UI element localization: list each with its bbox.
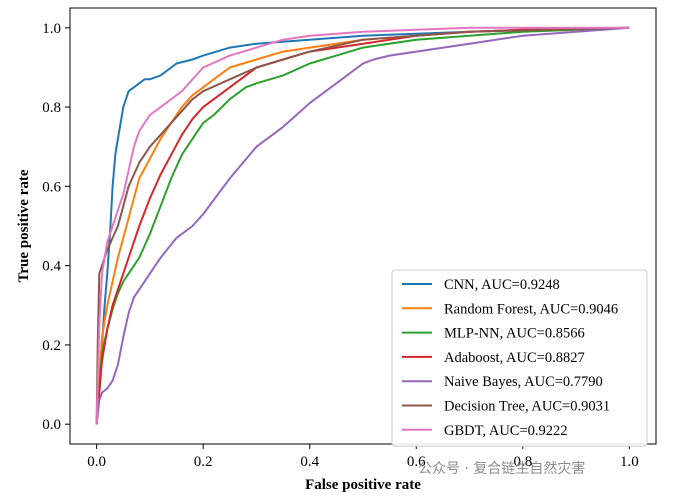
legend-entry: Random Forest, AUC=0.9046 (444, 301, 618, 317)
y-tick-label: 0.8 (42, 100, 61, 116)
x-tick-label: 0.0 (87, 454, 106, 470)
x-tick-label: 0.8 (513, 454, 532, 470)
legend-entry: MLP-NN, AUC=0.8566 (444, 326, 585, 342)
y-tick-label: 1.0 (42, 21, 61, 37)
x-axis-label: False positive rate (305, 477, 421, 493)
x-tick-label: 1.0 (620, 454, 639, 470)
legend-entry: Naive Bayes, AUC=0.7790 (444, 374, 603, 390)
y-tick-label: 0.4 (42, 259, 61, 275)
x-axis-ticks: 0.0 0.2 0.4 0.6 0.8 1.0 (87, 444, 639, 470)
roc-curve-series-5 (95, 26, 630, 425)
legend-box (391, 269, 648, 447)
roc-curves (95, 26, 630, 425)
y-axis-ticks: 0.0 0.2 0.4 0.6 0.8 1.0 (42, 21, 70, 433)
x-tick-label: 0.2 (194, 454, 213, 470)
legend: CNN, AUC=0.9248 Random Forest, AUC=0.9046… (391, 269, 648, 447)
y-axis-label: True positive rate (16, 169, 32, 282)
y-tick-label: 0.6 (42, 179, 61, 195)
roc-curve-series-3 (95, 26, 630, 425)
y-tick-label: 0.0 (42, 417, 61, 433)
roc-curve-series-7 (95, 26, 630, 425)
watermark-text: 公众号 · 复合链生自然灾害 (418, 460, 585, 477)
legend-entry: Adaboost, AUC=0.8827 (444, 350, 585, 366)
legend-entry: GBDT, AUC=0.9222 (444, 423, 568, 439)
y-tick-label: 0.2 (42, 338, 61, 354)
legend-entry: Decision Tree, AUC=0.9031 (444, 399, 610, 415)
x-tick-label: 0.4 (300, 454, 319, 470)
legend-entry: CNN, AUC=0.9248 (444, 277, 560, 293)
x-tick-label: 0.6 (407, 454, 426, 470)
plot-frame (69, 7, 657, 445)
roc-curve-series-4 (95, 26, 630, 425)
